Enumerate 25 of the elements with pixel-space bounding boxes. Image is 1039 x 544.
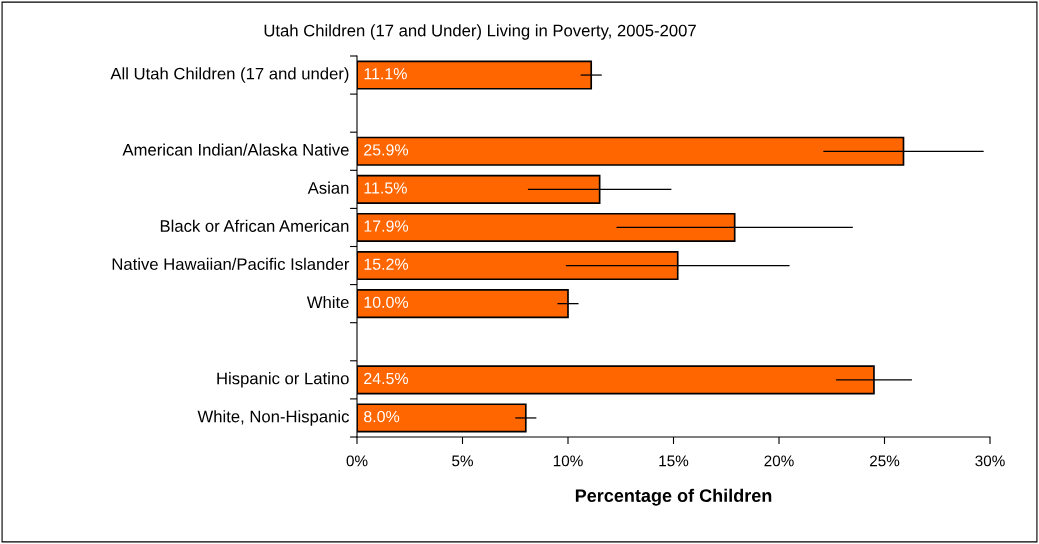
y-tick-label: Native Hawaiian/Pacific Islander: [112, 257, 350, 271]
x-tick-label: 10%: [553, 455, 583, 467]
x-axis-title: Percentage of Children: [575, 488, 772, 506]
data-label: 10.0%: [364, 296, 409, 308]
x-tick-label: 0%: [346, 455, 368, 467]
x-tick-label: 5%: [452, 455, 473, 467]
data-label: 8.0%: [364, 410, 400, 423]
chart-title: Utah Children (17 and Under) Living in Poverty, 2005-2007: [264, 24, 696, 40]
data-label: 11.5%: [364, 182, 407, 194]
x-tick-label: 30%: [975, 455, 1005, 467]
data-label: 25.9%: [364, 144, 409, 156]
y-tick-label: Asian: [307, 181, 349, 194]
data-label: 24.5%: [364, 372, 409, 385]
x-tick-label: 20%: [764, 455, 794, 467]
y-tick-label: Hispanic or Latino: [217, 372, 349, 388]
x-tick-label: 25%: [869, 455, 900, 467]
y-tick-label: White: [306, 295, 349, 309]
data-label: 15.2%: [364, 258, 409, 270]
y-tick-label: All Utah Children (17 and under): [110, 67, 349, 83]
y-tick-label: American Indian/Alaska Native: [122, 143, 349, 156]
x-tick-label: 15%: [659, 455, 689, 467]
y-tick-label: Black or African American: [160, 219, 349, 232]
data-label: 11.1%: [364, 68, 407, 80]
data-label: 17.9%: [364, 220, 409, 232]
y-tick-label: White, Non-Hispanic: [197, 410, 349, 426]
